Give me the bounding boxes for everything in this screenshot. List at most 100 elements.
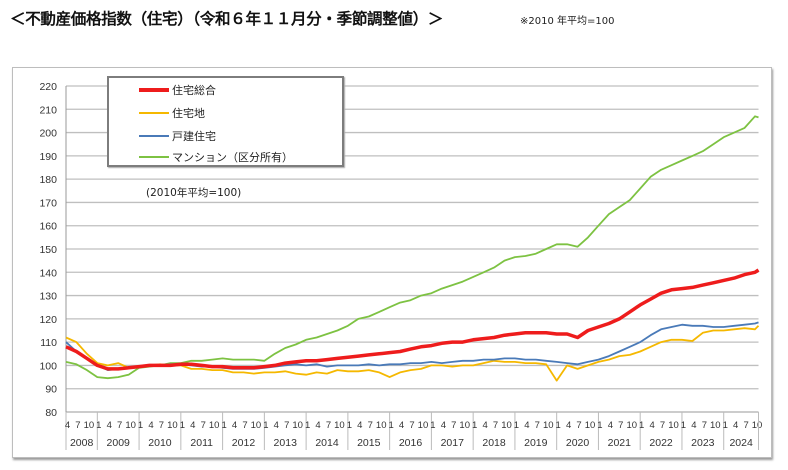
base-label: (2010年平均=100) [140, 185, 248, 200]
month-tick-label: 7 [159, 420, 164, 431]
year-label: 2020 [566, 437, 590, 449]
month-tick-label: 10 [585, 420, 596, 431]
month-tick-label: 7 [75, 420, 80, 431]
month-tick-label: 10 [209, 420, 220, 431]
y-tick-label: 160 [39, 221, 57, 233]
month-tick-label: 10 [668, 420, 679, 431]
month-tick-label: 1 [263, 420, 268, 431]
y-tick-label: 130 [39, 291, 57, 303]
month-tick-label: 1 [514, 420, 519, 431]
month-tick-label: 1 [96, 420, 101, 431]
year-label: 2011 [190, 437, 213, 449]
month-tick-label: 7 [660, 420, 665, 431]
month-tick-label: 1 [347, 420, 352, 431]
month-tick-label: 7 [618, 420, 623, 431]
month-tick-label: 7 [284, 420, 289, 431]
month-tick-label: 7 [201, 420, 206, 431]
month-tick-label: 4 [482, 420, 487, 431]
year-label: 2015 [357, 437, 381, 449]
month-tick-label: 4 [315, 420, 320, 431]
year-label: 2022 [649, 437, 673, 449]
legend-item-condo: マンション（区分所有） [139, 150, 293, 164]
month-tick-label: 10 [543, 420, 554, 431]
month-tick-label: 4 [733, 420, 738, 431]
month-tick-label: 4 [566, 420, 571, 431]
month-tick-label: 7 [326, 420, 331, 431]
legend-label: マンション（区分所有） [172, 151, 293, 164]
month-tick-label: 4 [608, 420, 613, 431]
year-label: 2008 [70, 437, 94, 449]
legend-swatch [139, 135, 169, 137]
series-line-1 [65, 325, 760, 382]
month-tick-label: 1 [472, 420, 477, 431]
month-tick-label: 10 [251, 420, 262, 431]
month-tick-label: 7 [409, 420, 414, 431]
base-note: ※2010 年平均=100 [520, 16, 615, 27]
legend-label: 住宅地 [172, 107, 205, 120]
y-tick-label: 80 [45, 407, 57, 419]
y-tick-label: 140 [39, 267, 57, 279]
month-tick-label: 1 [639, 420, 644, 431]
month-tick-label: 7 [576, 420, 581, 431]
legend-label: 戸建住宅 [172, 130, 216, 143]
y-tick-label: 210 [39, 104, 57, 116]
y-tick-label: 150 [39, 244, 57, 256]
year-label: 2012 [232, 437, 256, 449]
legend: 住宅総合 住宅地 戸建住宅 マンション（区分所有） [107, 76, 344, 167]
y-tick-label: 100 [39, 360, 57, 372]
month-tick-label: 7 [368, 420, 373, 431]
month-tick-label: 4 [148, 420, 153, 431]
month-tick-label: 4 [691, 420, 696, 431]
month-tick-label: 10 [376, 420, 387, 431]
month-tick-label: 10 [710, 420, 721, 431]
month-tick-label: 10 [501, 420, 512, 431]
month-tick-label: 7 [242, 420, 247, 431]
year-label: 2018 [482, 437, 506, 449]
month-tick-label: 1 [221, 420, 226, 431]
year-label: 2017 [441, 437, 465, 449]
month-tick-label: 4 [357, 420, 362, 431]
y-tick-label: 220 [39, 81, 57, 93]
year-label: 2023 [691, 437, 715, 449]
month-tick-label: 4 [65, 420, 70, 431]
month-tick-label: 4 [107, 420, 112, 431]
month-tick-label: 4 [274, 420, 279, 431]
month-tick-label: 10 [752, 420, 763, 431]
year-label: 2013 [274, 437, 298, 449]
legend-swatch [139, 112, 169, 114]
y-tick-label: 120 [39, 314, 57, 326]
y-tick-label: 190 [39, 151, 57, 163]
month-tick-label: 1 [597, 420, 602, 431]
month-tick-label: 10 [167, 420, 178, 431]
month-tick-label: 7 [535, 420, 540, 431]
legend-item-land: 住宅地 [139, 106, 205, 120]
month-tick-label: 10 [125, 420, 136, 431]
month-tick-label: 1 [723, 420, 728, 431]
month-tick-label: 1 [430, 420, 435, 431]
year-label: 2014 [315, 437, 339, 449]
y-tick-label: 90 [45, 384, 57, 396]
month-tick-label: 1 [681, 420, 686, 431]
month-tick-label: 4 [524, 420, 529, 431]
series-line-0 [65, 268, 760, 371]
y-tick-label: 200 [39, 128, 57, 140]
legend-swatch [139, 156, 169, 158]
month-tick-label: 4 [441, 420, 446, 431]
month-tick-label: 4 [190, 420, 195, 431]
month-tick-label: 10 [459, 420, 470, 431]
legend-swatch [139, 88, 169, 92]
month-tick-label: 1 [556, 420, 561, 431]
month-tick-label: 7 [117, 420, 122, 431]
legend-item-detached: 戸建住宅 [139, 129, 216, 143]
year-label: 2019 [524, 437, 548, 449]
month-tick-label: 1 [305, 420, 310, 431]
year-label: 2009 [107, 437, 131, 449]
month-tick-label: 10 [334, 420, 345, 431]
y-tick-label: 110 [40, 337, 57, 349]
month-tick-label: 4 [399, 420, 404, 431]
y-tick-label: 180 [39, 174, 57, 186]
month-tick-label: 10 [418, 420, 429, 431]
month-tick-label: 1 [138, 420, 143, 431]
month-tick-label: 10 [626, 420, 637, 431]
